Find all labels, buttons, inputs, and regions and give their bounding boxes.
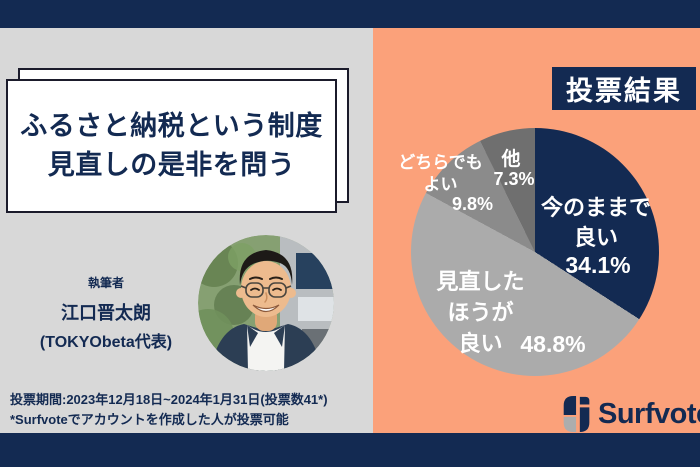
question-title-line2: 見直しの是非を問う	[47, 150, 296, 180]
pie-value-revise: 48.8%	[520, 331, 586, 357]
author-name: 江口晋太朗	[61, 303, 151, 323]
bottom-bar	[0, 433, 700, 467]
vote-period: 投票期間:2023年12月18日~2024年1月31日(投票数41*)	[10, 392, 328, 407]
top-bar	[0, 0, 700, 28]
pie-label-other: 他	[501, 149, 521, 170]
pie-label-either: どちらでも よい	[398, 153, 483, 194]
question-title-line1: ふるさと納税という制度	[20, 111, 323, 141]
vote-eligibility-note: *Surfvoteでアカウントを作成した人が投票可能	[10, 412, 289, 427]
result-badge: 投票結果	[552, 67, 696, 110]
surfvote-logo-icon	[563, 395, 590, 433]
pie-value-keep: 34.1%	[565, 252, 631, 278]
left-panel: ふるさと納税という制度 見直しの是非を問う 執筆者 江口晋太朗 (TOKYObe…	[0, 28, 373, 433]
right-panel: 投票結果 今のままで 良い 34.1% 見直した ほうが 良い 48.8% どち…	[373, 28, 700, 433]
pie-label-keep: 今のままで 良い	[540, 195, 651, 250]
pie-value-other: 7.3%	[493, 169, 535, 189]
surfvote-logo: Surfvote	[563, 395, 700, 433]
author-section: 執筆者 江口晋太朗 (TOKYObeta代表)	[20, 274, 192, 352]
author-avatar	[198, 235, 334, 371]
pie-value-either: 9.8%	[451, 194, 494, 214]
pie-label-revise: 見直した ほうが 良い	[436, 269, 525, 356]
author-org: (TOKYObeta代表)	[39, 334, 173, 351]
author-photo	[198, 235, 334, 371]
pie-chart	[411, 128, 659, 376]
footer-note-block: 投票期間:2023年12月18日~2024年1月31日(投票数41*) *Sur…	[10, 390, 328, 430]
author-label: 執筆者	[87, 276, 124, 290]
question-card: ふるさと納税という制度 見直しの是非を問う	[6, 79, 337, 213]
surfvote-logo-text: Surfvote	[598, 397, 700, 430]
